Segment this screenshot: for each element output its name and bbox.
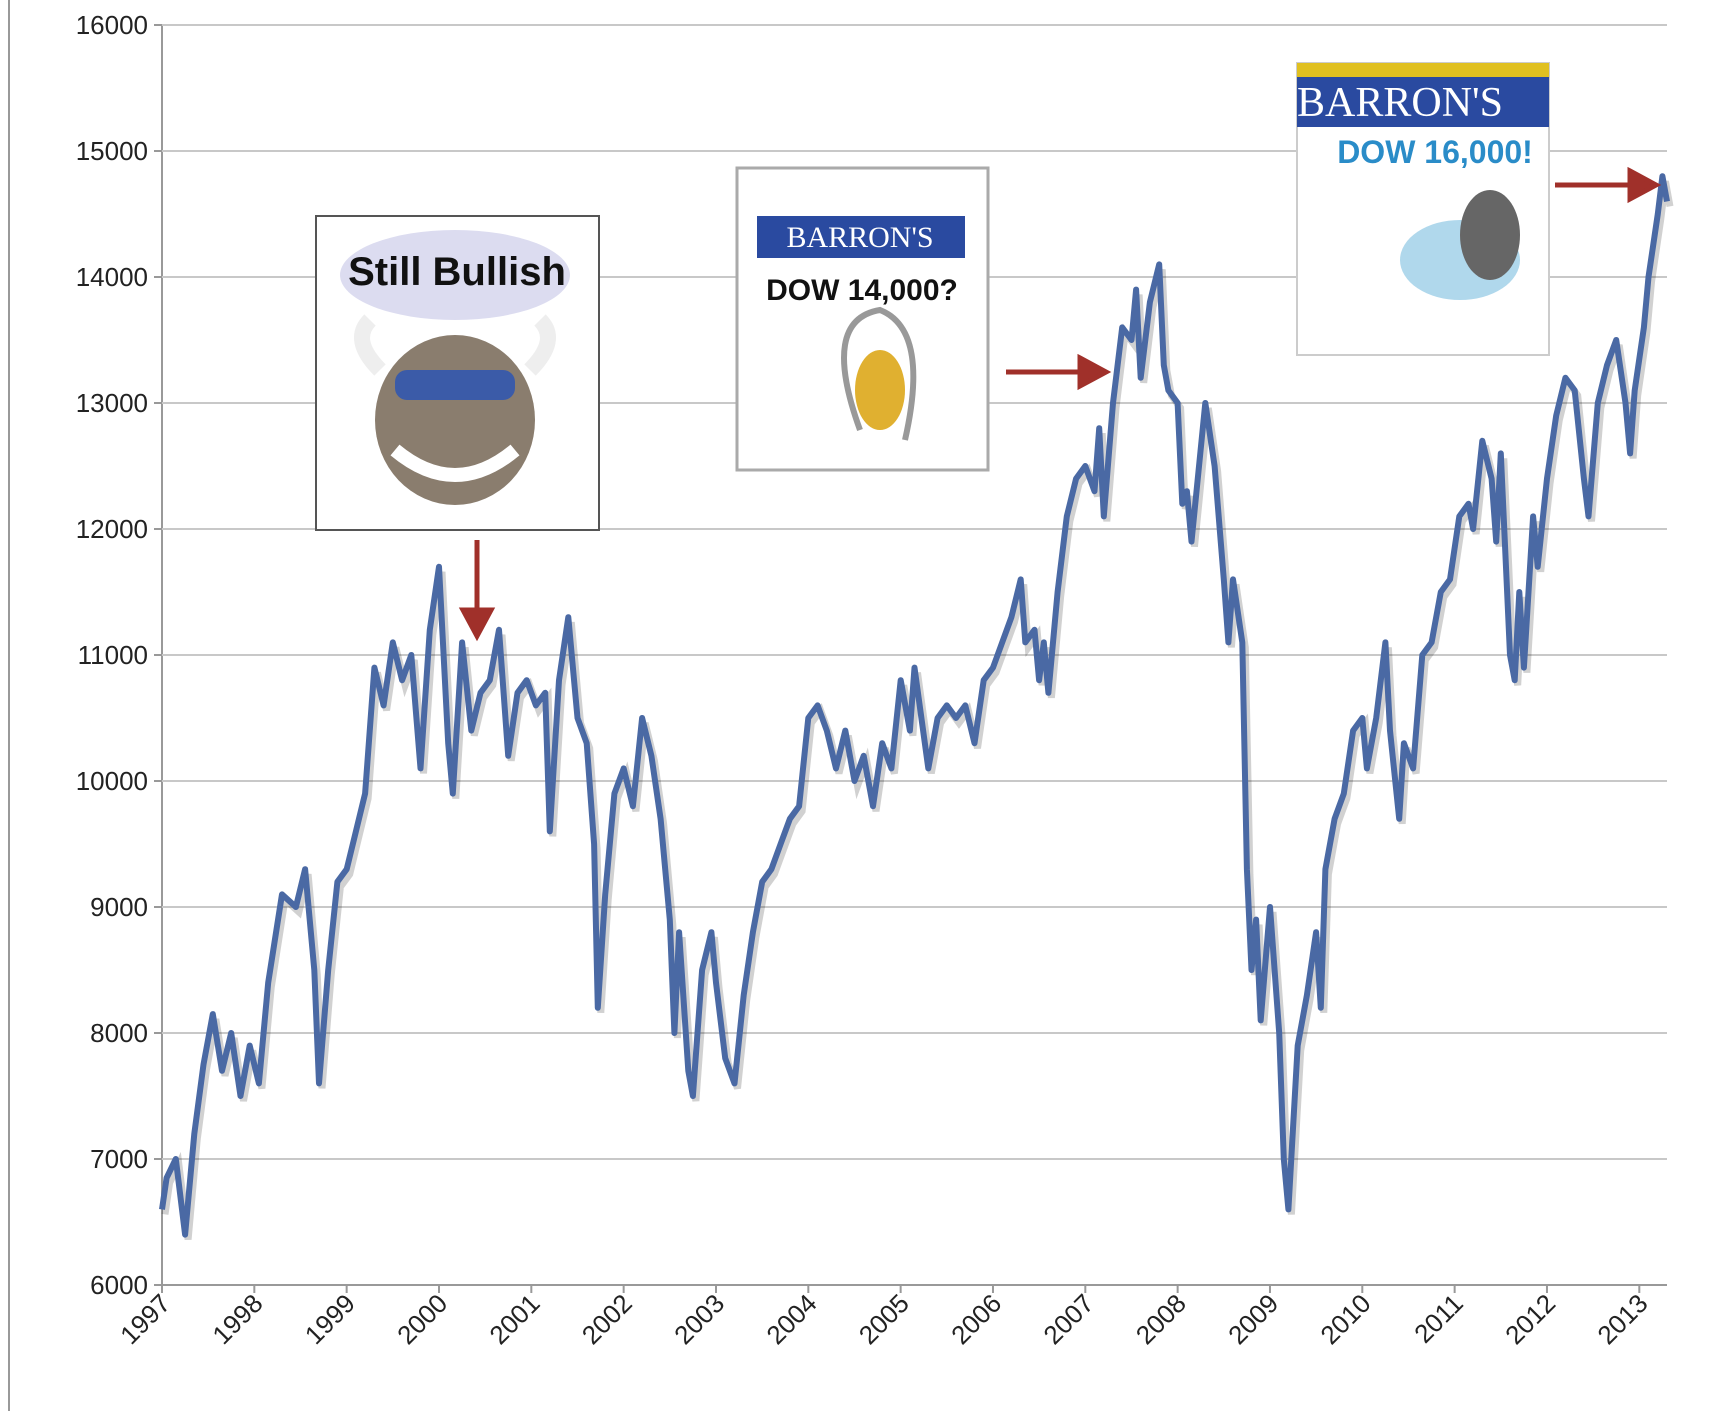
y-tick-label: 11000 [78, 640, 148, 670]
x-tick-label: 2008 [1130, 1288, 1192, 1350]
bull-art [1460, 190, 1520, 280]
x-tick-label: 1999 [299, 1288, 361, 1350]
arrow-head [1077, 353, 1112, 391]
y-tick-label: 14000 [76, 262, 148, 292]
annotations: Still Bullish BARRON'S DOW 14,000? BARRON'S… [315, 62, 1662, 642]
annotation: Still Bullish [348, 250, 566, 294]
x-tick-label: 2002 [576, 1288, 638, 1350]
x-tick-label: 2006 [945, 1288, 1007, 1350]
x-tick-label: 2009 [1222, 1288, 1284, 1350]
annotation: DOW 16,000! [1337, 134, 1533, 170]
masthead [1297, 77, 1549, 127]
x-tick-label: 1998 [206, 1288, 268, 1350]
x-tick-label: 2013 [1591, 1288, 1653, 1350]
x-tick-label: 2000 [391, 1288, 453, 1350]
y-tick-label: 13000 [76, 388, 148, 418]
bull-grin [390, 444, 520, 482]
annotation: BARRON'S [786, 221, 933, 254]
annotation: BARRON'S [1297, 80, 1503, 126]
banana [855, 350, 905, 430]
x-tick-label: 2012 [1499, 1288, 1561, 1350]
y-tick-label: 12000 [76, 514, 148, 544]
bull-glasses [395, 370, 515, 400]
annotation: DOW 14,000? [766, 274, 958, 307]
x-tick-label: 2004 [760, 1288, 822, 1350]
x-tick-label: 2005 [853, 1288, 915, 1350]
x-tick-label: 2001 [483, 1288, 545, 1350]
arrow-head [458, 607, 496, 642]
arrows [458, 166, 1662, 642]
cloud [340, 230, 570, 320]
x-tick-label: 2007 [1037, 1288, 1099, 1350]
y-tick-label: 6000 [90, 1270, 148, 1300]
x-tick-label: 2003 [668, 1288, 730, 1350]
y-tick-label: 9000 [90, 892, 148, 922]
plot [159, 173, 1674, 1241]
x-tick-label: 2011 [1408, 1288, 1469, 1349]
x-tick-label: 2010 [1314, 1288, 1376, 1350]
data-line [159, 173, 1670, 1238]
cover-stripe [1297, 63, 1549, 77]
y-tick-label: 8000 [90, 1018, 148, 1048]
coaster [841, 306, 917, 441]
y-tick-label: 7000 [90, 1144, 148, 1174]
masthead [757, 216, 965, 258]
y-tick-label: 10000 [76, 766, 148, 796]
arrow-head [1627, 166, 1662, 204]
bull-horns [354, 314, 556, 376]
y-tick-label: 16000 [76, 10, 148, 40]
y-tick-label: 15000 [76, 136, 148, 166]
